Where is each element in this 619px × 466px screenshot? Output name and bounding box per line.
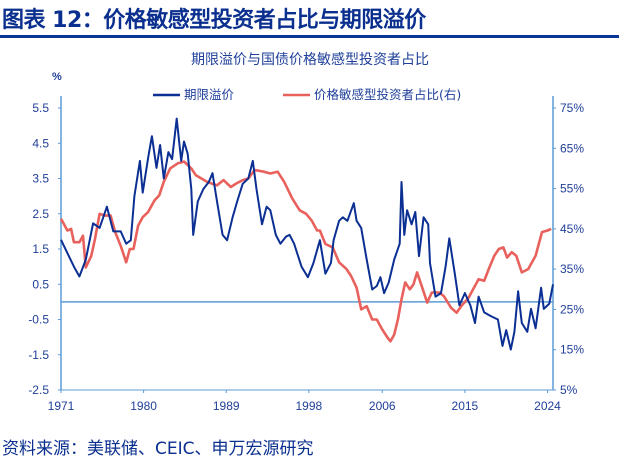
x-tick-label: 1998 [295,399,322,413]
x-tick-label: 1980 [130,399,157,413]
title-underline [0,35,619,38]
right-tick-label: 55% [560,182,584,196]
left-tick-label: -1.5 [28,348,49,362]
chart: 期限溢价与国债价格敏感型投资者占比 % 期限溢价 价格敏感型投资者占比(右) 5… [28,51,584,413]
right-tick-label: 65% [560,141,584,155]
chart-title: 期限溢价与国债价格敏感型投资者占比 [191,51,429,68]
right-tick-label: 75% [560,101,584,115]
x-tick-label: 2015 [452,399,479,413]
right-tick-label: 5% [560,383,578,397]
right-tick-label: 45% [560,222,584,236]
left-tick-label: 0.5 [32,277,49,291]
right-tick-label: 25% [560,302,584,316]
left-tick-label: -2.5 [28,383,49,397]
share-line [59,160,552,343]
left-tick-label: 4.5 [32,136,49,150]
legend-label-term-premium: 期限溢价 [184,87,235,102]
right-tick-label: 15% [560,343,584,357]
left-tick-label: 1.5 [32,242,49,256]
legend-label-share: 价格敏感型投资者占比(右) [314,87,461,102]
right-tick-label: 35% [560,262,584,276]
left-tick-label: 3.5 [32,172,49,186]
term-premium-line [60,117,554,351]
x-tick-label: 2024 [534,399,561,413]
x-tick-label: 1971 [48,399,75,413]
left-axis-unit: % [52,71,62,83]
figure-title: 图表 12：价格敏感型投资者占比与期限溢价 [2,8,426,33]
source-note: 资料来源：美联储、CEIC、申万宏源研究 [2,439,314,459]
left-tick-label: 5.5 [32,101,49,115]
x-tick-label: 2006 [369,399,396,413]
x-tick-label: 1989 [213,399,240,413]
left-tick-label: -0.5 [28,313,49,327]
left-tick-label: 2.5 [32,207,49,221]
legend: 期限溢价 价格敏感型投资者占比(右) [153,87,461,102]
